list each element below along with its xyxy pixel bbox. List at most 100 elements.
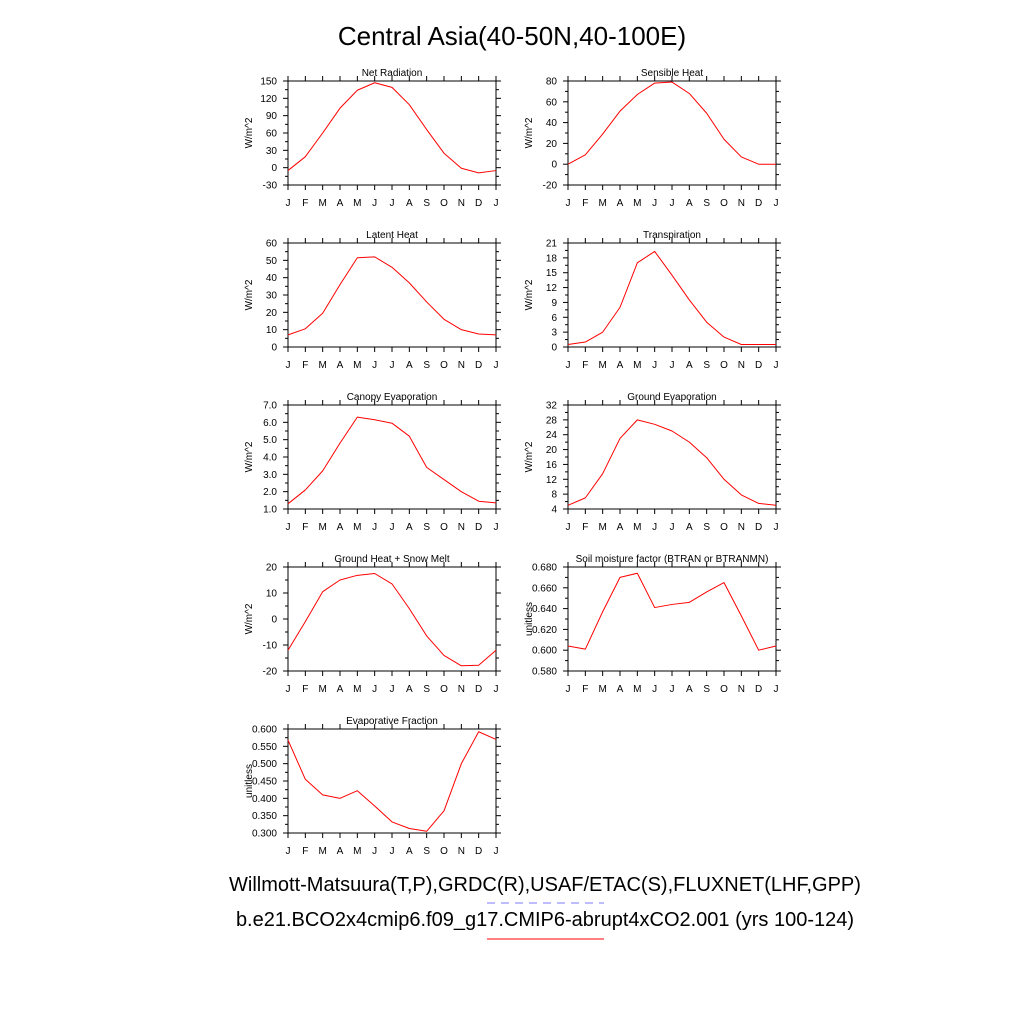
x-tick-label: S [423,522,430,533]
x-tick-label: M [318,522,326,533]
series-line [567,250,776,346]
x-tick-label: J [372,684,377,695]
y-tick-label: 40 [266,273,278,284]
y-tick-label: 0 [271,615,277,626]
x-tick-label: J [372,360,377,371]
x-tick-label: M [318,360,326,371]
x-tick-label: D [475,846,482,857]
x-tick-label: N [738,360,745,371]
x-tick-label: A [617,198,624,209]
y-tick-label: 0.600 [252,725,277,736]
x-tick-label: F [302,198,308,209]
x-tick-label: M [353,846,361,857]
y-tick-label: 0.580 [532,667,557,678]
panel-canopy-evaporation: Canopy Evaporation W/m^2 1.0 2.0 3.0 4.0 5.0 6.… [244,392,501,533]
x-tick-label: S [703,522,710,533]
y-axis-label: W/m^2 [524,279,535,310]
y-tick-label: -20 [543,181,558,192]
x-tick-label: D [475,360,482,371]
y-tick-label: 4 [551,505,557,516]
y-tick-label: 28 [546,415,558,426]
x-tick-label: J [372,198,377,209]
y-axis-label: W/m^2 [524,441,535,472]
x-tick-label: O [440,684,448,695]
x-tick-label: F [302,360,308,371]
y-tick-label: 0.350 [252,811,277,822]
y-tick-label: 4.0 [263,453,277,464]
y-tick-label: 30 [266,146,278,157]
y-tick-label: 16 [546,460,558,471]
y-tick-label: 60 [266,129,278,140]
y-tick-label: 40 [546,118,558,129]
y-tick-label: 90 [266,111,278,122]
x-tick-label: S [423,360,430,371]
x-tick-label: N [458,846,465,857]
x-tick-label: S [423,198,430,209]
y-tick-label: 80 [546,77,558,88]
y-tick-label: 1.0 [263,505,277,516]
panel-soil-moisture-factor-btran-or-btranmn: Soil moisture factor (BTRAN or BTRANMN) u… [524,554,781,695]
x-tick-label: A [406,846,413,857]
panel-title: Evaporative Fraction [346,716,438,727]
x-tick-label: J [494,684,499,695]
x-tick-label: N [738,684,745,695]
panel-evaporative-fraction: Evaporative Fraction unitless 0.300 0.350 0.… [244,716,501,857]
y-tick-label: 20 [266,308,278,319]
x-tick-label: A [617,360,624,371]
x-tick-label: J [390,522,395,533]
y-tick-label: 50 [266,256,278,267]
y-axis-label: unitless [244,764,255,798]
y-tick-label: 120 [260,94,277,105]
y-tick-label: 0.620 [532,625,557,636]
y-tick-label: 20 [546,445,558,456]
x-tick-label: A [406,522,413,533]
x-tick-label: J [372,522,377,533]
x-tick-label: M [598,198,606,209]
y-tick-label: 0.400 [252,794,277,805]
x-tick-label: M [353,360,361,371]
x-tick-label: J [286,360,291,371]
x-tick-label: J [286,684,291,695]
series-line [287,731,497,832]
x-tick-label: J [566,522,571,533]
x-tick-label: N [458,198,465,209]
plot-frame [567,404,777,510]
x-tick-label: S [423,846,430,857]
x-tick-label: J [670,684,675,695]
x-tick-label: F [582,198,588,209]
y-tick-label: -30 [263,181,278,192]
y-tick-label: 0.550 [252,742,277,753]
x-tick-label: J [494,198,499,209]
x-tick-label: J [670,360,675,371]
series-line [287,256,497,336]
x-tick-label: J [652,360,657,371]
y-tick-label: 8 [551,490,557,501]
x-tick-label: M [353,522,361,533]
x-tick-label: A [686,522,693,533]
panel-title: Ground Evaporation [627,392,717,403]
y-tick-label: -10 [263,641,278,652]
x-tick-label: M [633,684,641,695]
y-tick-label: 7.0 [263,401,277,412]
x-tick-label: D [475,198,482,209]
y-axis-label: W/m^2 [524,117,535,148]
x-tick-label: M [633,360,641,371]
x-tick-label: D [475,522,482,533]
y-tick-label: 60 [546,97,558,108]
y-tick-label: 0.680 [532,563,557,574]
x-tick-label: J [652,198,657,209]
y-tick-label: 9 [551,298,557,309]
series-line [567,572,777,651]
panel-title: Sensible Heat [641,68,703,79]
y-tick-label: 3.0 [263,470,277,481]
x-tick-label: N [738,522,745,533]
y-tick-label: 24 [546,430,558,441]
series-line [287,416,497,505]
y-tick-label: 60 [266,239,278,250]
x-tick-label: J [670,522,675,533]
y-tick-label: 0.640 [532,604,557,615]
